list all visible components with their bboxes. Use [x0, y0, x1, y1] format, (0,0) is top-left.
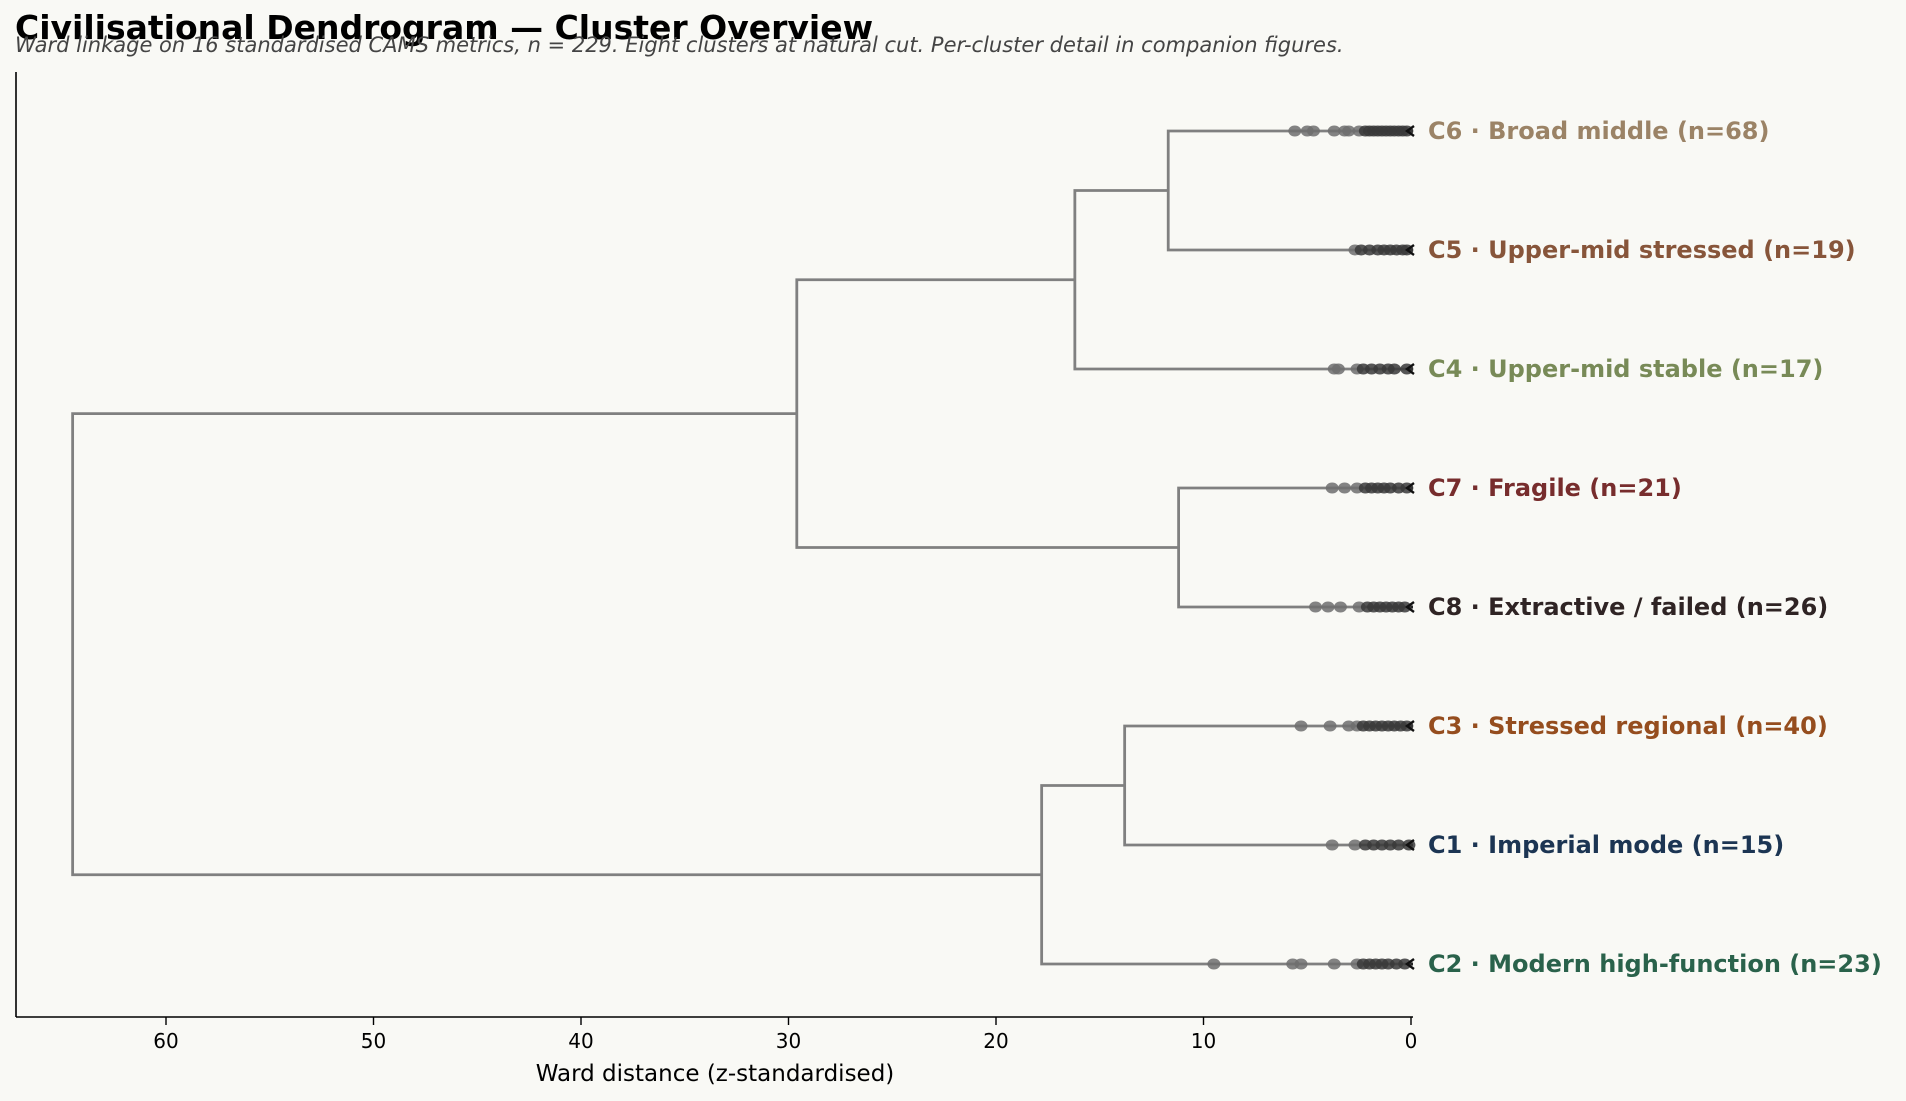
leaf-end-marker-c2 — [1404, 958, 1415, 970]
merge-link-0 — [1166, 129, 1411, 252]
chart-subtitle: Ward linkage on 16 standardised CAMS met… — [15, 33, 1344, 57]
leaf-label-c1: C1 · Imperial mode (n=15) — [1428, 831, 1784, 859]
merge-point-c2-0 — [1207, 958, 1221, 970]
merge-point-c8-2 — [1333, 601, 1347, 613]
leaf-end-marker-c1 — [1404, 839, 1415, 851]
merge-point-c4-1 — [1331, 363, 1345, 375]
x-tick-label-60: 60 — [153, 1029, 178, 1053]
x-axis-ticks: 60 50 40 30 20 10 0 — [153, 1017, 1417, 1053]
merge-point-c6-2 — [1306, 125, 1320, 137]
merge-point-c8-10 — [1398, 601, 1412, 613]
x-tick-label-40: 40 — [568, 1029, 593, 1053]
chart-title: Civilisational Dendrogram — Cluster Over… — [15, 8, 874, 47]
merge-point-c3-1 — [1323, 720, 1337, 732]
leaf-end-marker-c7 — [1404, 482, 1415, 494]
leaf-end-marker-c3 — [1404, 720, 1415, 732]
leaf-labels: C6 · Broad middle (n=68) C5 · Upper-mid s… — [1428, 117, 1882, 978]
leaf-end-marker-c4 — [1404, 363, 1415, 375]
merge-point-c6-3 — [1327, 125, 1341, 137]
merge-point-c7-0 — [1325, 482, 1339, 494]
leaf-label-c8: C8 · Extractive / failed (n=26) — [1428, 593, 1828, 621]
x-tick-label-30: 30 — [776, 1029, 801, 1053]
merge-link-1 — [1177, 486, 1411, 609]
merge-point-c1-6 — [1392, 839, 1406, 851]
merge-link-4 — [1040, 784, 1411, 966]
merge-point-c4-7 — [1387, 363, 1401, 375]
leaf-markers — [1207, 125, 1416, 970]
x-tick-label-20: 20 — [983, 1029, 1008, 1053]
leaf-end-marker-c8 — [1404, 601, 1415, 613]
leaf-label-c5: C5 · Upper-mid stressed (n=19) — [1428, 236, 1856, 264]
merge-link-5 — [795, 278, 1179, 549]
merge-point-c1-0 — [1325, 839, 1339, 851]
merge-point-c3-0 — [1294, 720, 1308, 732]
merge-point-c1-1 — [1348, 839, 1362, 851]
dendrogram-links — [71, 129, 1411, 966]
merge-point-c2-2 — [1294, 958, 1308, 970]
x-tick-label-0: 0 — [1405, 1029, 1418, 1053]
leaf-label-c6: C6 · Broad middle (n=68) — [1428, 117, 1769, 145]
merge-point-c2-3 — [1327, 958, 1341, 970]
axes — [15, 72, 1413, 1018]
leaf-label-c4: C4 · Upper-mid stable (n=17) — [1428, 355, 1823, 383]
leaf-label-c7: C7 · Fragile (n=21) — [1428, 474, 1682, 502]
merge-point-c6-0 — [1288, 125, 1302, 137]
merge-link-3 — [1073, 189, 1411, 371]
leaf-label-c3: C3 · Stressed regional (n=40) — [1428, 712, 1828, 740]
leaf-end-marker-c6 — [1404, 125, 1415, 137]
merge-point-c8-0 — [1309, 601, 1323, 613]
x-axis-label: Ward distance (z-standardised) — [536, 1061, 895, 1087]
merge-link-2 — [1123, 724, 1411, 847]
x-tick-label-50: 50 — [361, 1029, 386, 1053]
merge-point-c2-11 — [1398, 958, 1412, 970]
merge-link-6 — [71, 412, 1042, 877]
leaf-label-c2: C2 · Modern high-function (n=23) — [1428, 950, 1882, 978]
leaf-end-marker-c5 — [1404, 244, 1415, 256]
merge-point-c6-5 — [1342, 125, 1356, 137]
x-tick-label-10: 10 — [1191, 1029, 1216, 1053]
merge-point-c7-1 — [1338, 482, 1352, 494]
merge-point-c8-1 — [1321, 601, 1335, 613]
